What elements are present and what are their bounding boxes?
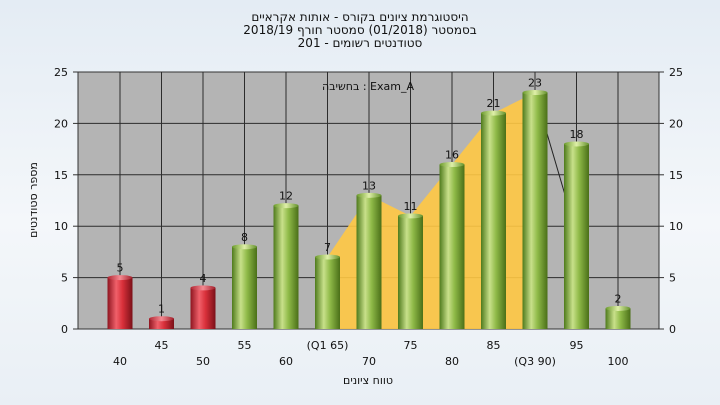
bar bbox=[273, 205, 299, 329]
y-tick-label-left: 15 bbox=[54, 169, 68, 182]
bar-top bbox=[273, 203, 299, 209]
bar bbox=[398, 215, 423, 329]
x-tick-label: 95 bbox=[570, 339, 584, 352]
exam-annotation: בחשיבה : Exam_A bbox=[322, 80, 414, 93]
bar-top bbox=[107, 275, 133, 281]
bar bbox=[439, 164, 465, 329]
bar-value-label: 16 bbox=[445, 149, 459, 162]
bar bbox=[315, 257, 340, 329]
bar-top bbox=[439, 162, 465, 168]
x-axis-title: טווח ציונים bbox=[343, 374, 393, 387]
x-tick-label: 80 bbox=[445, 355, 459, 368]
bar-top bbox=[564, 141, 589, 147]
y-tick-label-right: 15 bbox=[669, 169, 683, 182]
x-tick-label: 85 bbox=[487, 339, 501, 352]
bar-top bbox=[356, 192, 382, 198]
bar-top bbox=[315, 254, 340, 260]
x-axis-ticks: 40 45 50 55 60 (Q1 65) 70 75 80 85 (Q3 90) 95 100 bbox=[113, 339, 629, 368]
bar bbox=[149, 318, 174, 329]
x-tick-label: (Q3 90) bbox=[514, 355, 556, 368]
x-tick-label: 45 bbox=[155, 339, 169, 352]
bar bbox=[107, 277, 133, 329]
bar-value-label: 8 bbox=[241, 231, 248, 244]
x-tick-label: 75 bbox=[404, 339, 418, 352]
bar bbox=[564, 143, 589, 329]
bar-value-label: 21 bbox=[487, 97, 501, 110]
y-tick-label-left: 5 bbox=[61, 272, 68, 285]
bar bbox=[605, 308, 631, 329]
x-tick-label: 50 bbox=[196, 355, 210, 368]
chart-title-line-2: בסמסטר (01/2018) סמסטר חורף 2018/19 bbox=[243, 23, 476, 37]
y-tick-label-right: 10 bbox=[669, 220, 683, 233]
chart-title-line-1: היסטוגרמת ציונים בקורס - אותות אקראיים bbox=[251, 10, 468, 24]
bar-value-label: 2 bbox=[615, 292, 622, 305]
bar bbox=[190, 287, 216, 329]
x-tick-label: 40 bbox=[113, 355, 127, 368]
y-tick-label-right: 0 bbox=[669, 323, 676, 336]
bar-top bbox=[481, 110, 506, 116]
bar-value-labels: 5 1 4 8 12 7 13 11 16 21 23 18 2 bbox=[117, 77, 622, 316]
bar bbox=[232, 246, 257, 329]
bar-top bbox=[522, 90, 548, 96]
y-tick-label-right: 25 bbox=[669, 66, 683, 79]
bars bbox=[107, 90, 631, 330]
bar-top bbox=[232, 244, 257, 250]
bar-value-label: 23 bbox=[528, 77, 542, 90]
y-tick-label-left: 0 bbox=[61, 323, 68, 336]
bar bbox=[522, 92, 548, 329]
bar-value-label: 5 bbox=[117, 262, 124, 275]
bar bbox=[356, 195, 382, 329]
y-tick-label-left: 25 bbox=[54, 66, 68, 79]
bar-top bbox=[190, 285, 216, 291]
bar-value-label: 12 bbox=[279, 190, 293, 203]
y-tick-label-left: 10 bbox=[54, 220, 68, 233]
bar-value-label: 11 bbox=[404, 200, 418, 213]
bar bbox=[481, 113, 506, 330]
y-axis-left-ticks: 0 5 10 15 20 25 bbox=[54, 66, 78, 336]
y-tick-label-left: 20 bbox=[54, 117, 68, 130]
x-tick-label: 55 bbox=[238, 339, 252, 352]
y-tick-label-right: 5 bbox=[669, 272, 676, 285]
bar-value-label: 18 bbox=[570, 128, 584, 141]
x-tick-label: (Q1 65) bbox=[307, 339, 349, 352]
x-tick-label: 60 bbox=[279, 355, 293, 368]
bar-value-label: 1 bbox=[158, 303, 165, 316]
bar-value-label: 4 bbox=[200, 272, 207, 285]
y-axis-title: מספר סטודנטים bbox=[27, 162, 40, 238]
y-tick-label-right: 20 bbox=[669, 117, 683, 130]
bar-top bbox=[398, 213, 423, 219]
x-tick-label: 100 bbox=[608, 355, 629, 368]
bar-value-label: 13 bbox=[362, 179, 376, 192]
bar-top bbox=[149, 316, 174, 322]
bar-value-label: 7 bbox=[324, 241, 331, 254]
y-axis-right-ticks: 0 5 10 15 20 25 bbox=[659, 66, 683, 336]
x-tick-label: 70 bbox=[362, 355, 376, 368]
chart-title-line-3: סטודנטים רשומים - 201 bbox=[298, 36, 423, 50]
bar-top bbox=[605, 305, 631, 311]
